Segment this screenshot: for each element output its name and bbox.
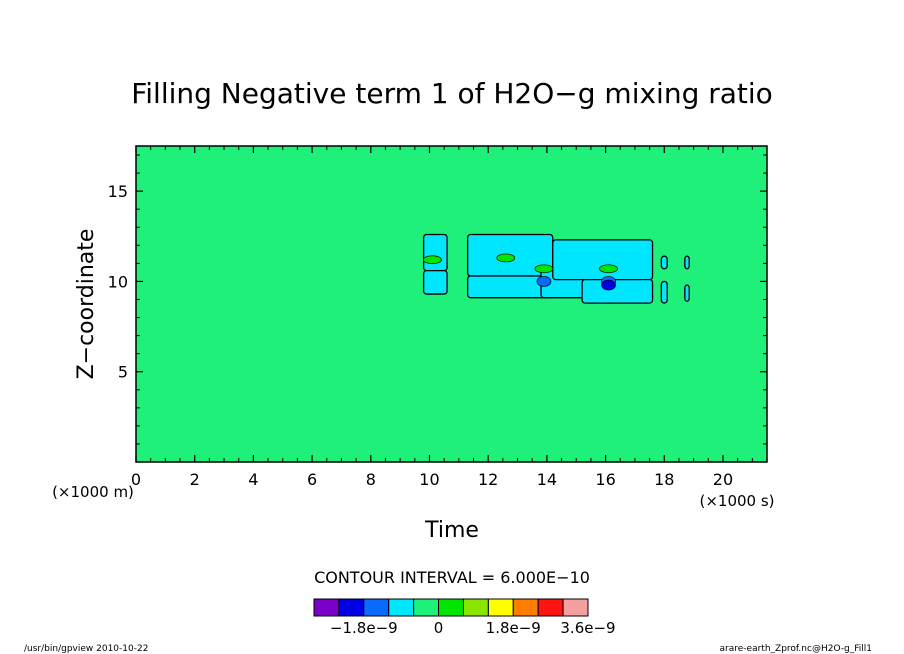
contour-features: [423, 253, 618, 291]
contour-feature-green: [496, 253, 516, 263]
negative-region: [552, 239, 654, 281]
y-tick-label: 5: [118, 363, 128, 382]
y-axis-label: Z−coordinate: [74, 229, 99, 380]
chart-title: Filling Negative term 1 of H2O−g mixing …: [131, 77, 773, 110]
x-tick-label: 14: [537, 470, 557, 489]
colorbar-swatch: [562, 598, 589, 617]
x-tick-label: 2: [190, 470, 200, 489]
x-unit-label: (×1000 s): [699, 492, 774, 510]
colorbar-label: −1.8e−9: [330, 619, 398, 637]
colorbar-swatch: [388, 598, 415, 617]
footer-right: arare-earth_Zprof.nc@H2O-g_Fill1: [720, 644, 872, 654]
contour-feature-blue: [536, 276, 552, 287]
negative-region: [684, 284, 690, 302]
y-tick-label: 15: [108, 182, 128, 201]
x-tick-label: 20: [713, 470, 733, 489]
contour-feature-darkblue: [601, 279, 616, 291]
negative-region: [581, 278, 654, 304]
colorbar: [313, 598, 589, 617]
negative-region: [684, 255, 690, 270]
colorbar-swatch: [487, 598, 514, 617]
x-tick-label: 0: [131, 470, 141, 489]
x-tick-label: 10: [419, 470, 439, 489]
x-tick-label: 18: [654, 470, 674, 489]
colorbar-swatch: [338, 598, 365, 617]
colorbar-swatch: [413, 598, 440, 617]
negative-region: [660, 255, 668, 270]
colorbar-label: 1.8e−9: [486, 619, 541, 637]
colorbar-label: 3.6e−9: [560, 619, 615, 637]
contour-feature-green: [534, 264, 554, 274]
colorbar-swatch: [313, 598, 340, 617]
x-tick-label: 12: [478, 470, 498, 489]
contour-feature-green: [599, 264, 618, 274]
y-tick-label: 10: [108, 272, 128, 291]
colorbar-swatch: [363, 598, 390, 617]
colorbar-labels: −1.8e−9 0 1.8e−9 3.6e−9: [330, 619, 616, 637]
negative-region: [422, 269, 448, 295]
x-tick-label: 16: [595, 470, 615, 489]
colorbar-swatch: [462, 598, 489, 617]
colorbar-label: 0: [434, 619, 444, 637]
x-tick-label: 8: [366, 470, 376, 489]
footer-left: /usr/bin/gpview 2010-10-22: [24, 644, 148, 654]
y-unit-label: (×1000 m): [52, 483, 134, 501]
negative-region: [422, 233, 448, 272]
plot-frame: [135, 145, 768, 463]
x-tick-label: 6: [307, 470, 317, 489]
x-axis-label: Time: [424, 518, 479, 543]
contour-feature-green: [423, 255, 442, 265]
plot-area: [136, 146, 767, 462]
negative-region: [660, 280, 668, 304]
axis-ticks: 0 2 4 6 8 10 12 14 16 18 20 5 10 15: [108, 146, 767, 489]
colorbar-swatch: [512, 598, 539, 617]
colorbar-swatch: [537, 598, 564, 617]
x-tick-label: 4: [248, 470, 258, 489]
colorbar-swatch: [438, 598, 464, 617]
contour-interval-label: CONTOUR INTERVAL = 6.000E−10: [314, 568, 590, 587]
